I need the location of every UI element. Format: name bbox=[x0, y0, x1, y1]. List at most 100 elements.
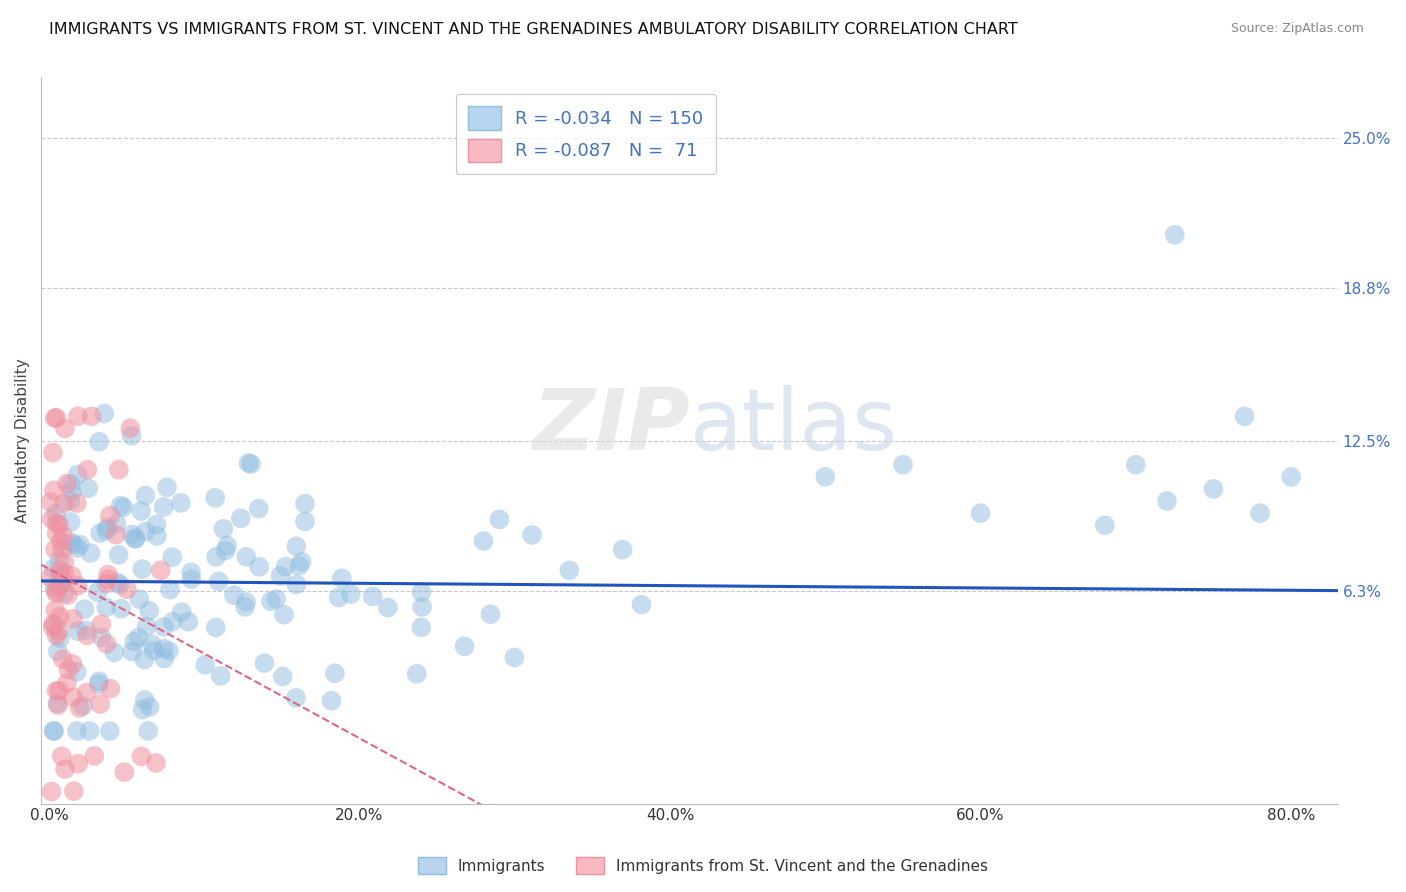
Point bbox=[60, 535, 83, 549]
Point bbox=[128, 592, 150, 607]
Point bbox=[112, 500, 135, 515]
Point bbox=[208, 574, 231, 589]
Point bbox=[121, 644, 143, 658]
Point bbox=[45, 583, 67, 598]
Point bbox=[217, 538, 239, 552]
Point bbox=[285, 690, 308, 705]
Point bbox=[66, 541, 89, 555]
Point bbox=[134, 693, 156, 707]
Point bbox=[260, 594, 283, 608]
Point bbox=[361, 590, 384, 604]
Point bbox=[121, 527, 143, 541]
Point bbox=[98, 508, 121, 523]
Point bbox=[76, 685, 98, 699]
Point bbox=[180, 566, 202, 580]
Point bbox=[62, 784, 84, 798]
Point bbox=[328, 591, 350, 605]
Point bbox=[488, 512, 510, 526]
Point bbox=[48, 624, 70, 639]
Point bbox=[377, 600, 399, 615]
Point bbox=[44, 724, 66, 739]
Point bbox=[39, 495, 62, 509]
Point bbox=[49, 534, 72, 549]
Point bbox=[405, 666, 427, 681]
Point bbox=[53, 555, 76, 569]
Point bbox=[124, 532, 146, 546]
Point bbox=[138, 699, 160, 714]
Point bbox=[83, 748, 105, 763]
Point bbox=[134, 524, 156, 539]
Point bbox=[96, 576, 118, 591]
Point bbox=[53, 566, 76, 580]
Point bbox=[67, 756, 90, 771]
Point bbox=[1233, 409, 1256, 424]
Point bbox=[205, 549, 228, 564]
Point bbox=[49, 567, 72, 582]
Point bbox=[97, 573, 120, 587]
Point bbox=[76, 462, 98, 476]
Point bbox=[411, 599, 433, 614]
Point bbox=[76, 628, 98, 642]
Point bbox=[159, 582, 181, 597]
Point bbox=[66, 467, 89, 482]
Point bbox=[152, 500, 174, 514]
Point bbox=[271, 669, 294, 683]
Point bbox=[56, 676, 79, 690]
Point bbox=[51, 542, 73, 557]
Point bbox=[42, 724, 65, 739]
Legend: R = -0.034   N = 150, R = -0.087   N =  71: R = -0.034 N = 150, R = -0.087 N = 71 bbox=[456, 94, 716, 175]
Point bbox=[131, 562, 153, 576]
Point bbox=[48, 683, 70, 698]
Point bbox=[90, 631, 112, 645]
Point bbox=[73, 602, 96, 616]
Point bbox=[285, 539, 308, 553]
Point bbox=[48, 554, 70, 568]
Text: atlas: atlas bbox=[689, 384, 897, 467]
Point bbox=[51, 576, 73, 591]
Point bbox=[51, 749, 73, 764]
Point bbox=[58, 663, 80, 677]
Point bbox=[53, 762, 76, 776]
Point bbox=[170, 496, 193, 510]
Point bbox=[209, 669, 232, 683]
Point bbox=[135, 619, 157, 633]
Point bbox=[45, 526, 67, 541]
Point bbox=[112, 764, 135, 779]
Point bbox=[247, 501, 270, 516]
Point bbox=[56, 476, 79, 491]
Point bbox=[156, 480, 179, 494]
Point bbox=[170, 605, 193, 619]
Point bbox=[62, 537, 84, 551]
Point bbox=[66, 724, 89, 739]
Point bbox=[97, 567, 120, 582]
Point bbox=[87, 434, 110, 449]
Point bbox=[45, 516, 67, 530]
Point bbox=[162, 615, 184, 629]
Point bbox=[52, 587, 75, 601]
Point bbox=[630, 598, 652, 612]
Point bbox=[323, 666, 346, 681]
Point bbox=[66, 496, 89, 510]
Text: ZIP: ZIP bbox=[531, 384, 689, 467]
Point bbox=[52, 496, 75, 510]
Point bbox=[44, 618, 66, 632]
Point bbox=[479, 607, 502, 622]
Point bbox=[145, 756, 167, 770]
Point bbox=[235, 549, 257, 564]
Point bbox=[45, 684, 67, 698]
Point bbox=[269, 569, 291, 583]
Point bbox=[121, 429, 143, 443]
Point bbox=[274, 559, 297, 574]
Point bbox=[96, 600, 118, 615]
Point bbox=[153, 620, 176, 634]
Text: Source: ZipAtlas.com: Source: ZipAtlas.com bbox=[1230, 22, 1364, 36]
Point bbox=[214, 543, 236, 558]
Point bbox=[62, 612, 84, 626]
Point bbox=[1202, 482, 1225, 496]
Point bbox=[142, 643, 165, 657]
Point bbox=[134, 652, 156, 666]
Point bbox=[53, 421, 76, 435]
Point bbox=[59, 494, 82, 508]
Point bbox=[1163, 227, 1185, 242]
Point bbox=[149, 563, 172, 577]
